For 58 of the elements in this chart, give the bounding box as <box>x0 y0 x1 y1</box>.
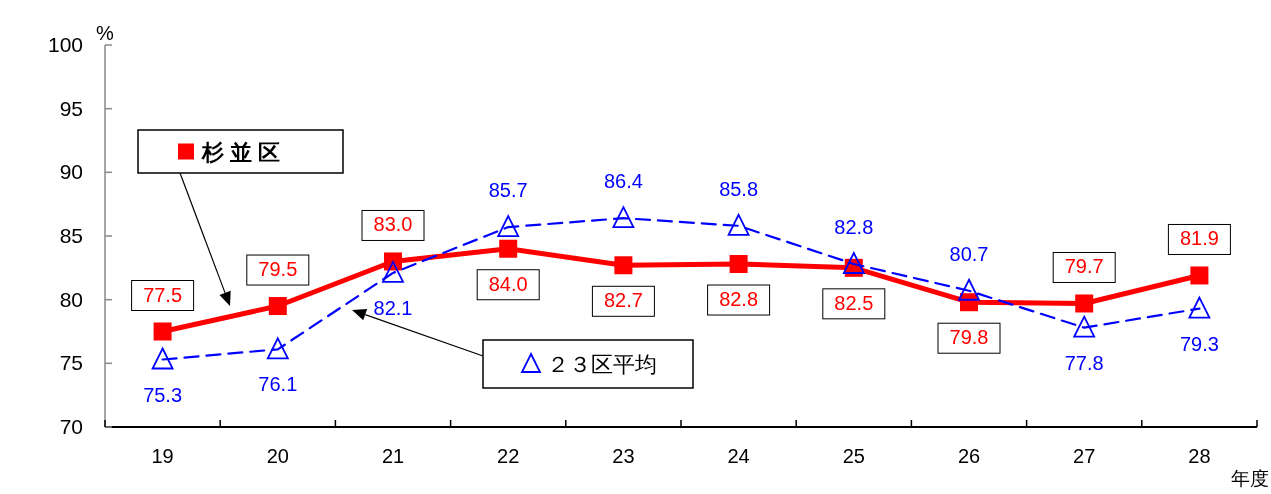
y-tick-label: 80 <box>59 287 83 311</box>
point <box>729 255 748 274</box>
data-label: 79.5 <box>258 258 298 281</box>
data-label: 77.5 <box>143 283 183 306</box>
y-tick-label: 70 <box>59 415 83 438</box>
point <box>958 278 980 301</box>
point <box>1188 296 1211 319</box>
data-label: 84.0 <box>488 272 528 295</box>
data-label: 82.7 <box>603 289 643 312</box>
point <box>612 206 635 229</box>
data-label: 85.7 <box>488 179 528 202</box>
data-label: 79.3 <box>1179 332 1219 355</box>
point <box>1075 294 1094 313</box>
point <box>614 256 633 275</box>
data-label: 76.1 <box>258 373 298 396</box>
y-tick-label: 85 <box>59 224 83 247</box>
x-tick-label: 25 <box>842 445 865 467</box>
point <box>727 213 750 236</box>
data-label: 85.8 <box>719 177 759 200</box>
data-label: 82.5 <box>834 291 874 314</box>
y-tick-label: 90 <box>59 160 83 184</box>
x-tick-label: 24 <box>727 445 750 467</box>
data-label: 77.8 <box>1064 351 1104 374</box>
point <box>499 239 518 258</box>
x-tick-label: 22 <box>497 445 520 467</box>
x-tick-label: 19 <box>151 445 174 467</box>
data-label: 82.1 <box>373 296 413 319</box>
y-tick-label: 95 <box>59 96 83 120</box>
point <box>268 297 287 316</box>
point <box>151 347 174 370</box>
point <box>266 337 289 360</box>
y-axis-title: % <box>96 22 115 44</box>
x-tick-label: 21 <box>381 445 405 467</box>
x-tick-label: 23 <box>612 445 635 467</box>
data-label: 80.7 <box>949 242 989 265</box>
data-label: 82.8 <box>719 288 759 311</box>
legend-label: 杉 並 区 <box>201 139 281 165</box>
point <box>1190 266 1209 285</box>
data-label: 86.4 <box>603 170 643 193</box>
x-tick-label: 27 <box>1073 445 1096 467</box>
y-tick-label: 75 <box>59 351 83 375</box>
point <box>1073 315 1096 338</box>
data-label: 81.9 <box>1179 227 1219 250</box>
point <box>842 252 865 274</box>
point <box>153 322 172 341</box>
x-tick-label: 28 <box>1188 445 1211 467</box>
point <box>497 215 520 237</box>
data-label: 79.7 <box>1064 255 1104 278</box>
data-label: 75.3 <box>143 383 183 406</box>
data-label: 83.0 <box>373 213 413 236</box>
legend-label: ２３区平均 <box>547 352 657 377</box>
point <box>382 261 404 283</box>
y-tick-label: 100 <box>47 33 83 56</box>
data-label: 79.8 <box>949 326 989 349</box>
x-tick-label: 26 <box>957 445 981 467</box>
x-axis-title: 年度 <box>1231 468 1269 489</box>
x-tick-label: 20 <box>266 445 289 467</box>
data-label: 82.8 <box>834 216 874 239</box>
